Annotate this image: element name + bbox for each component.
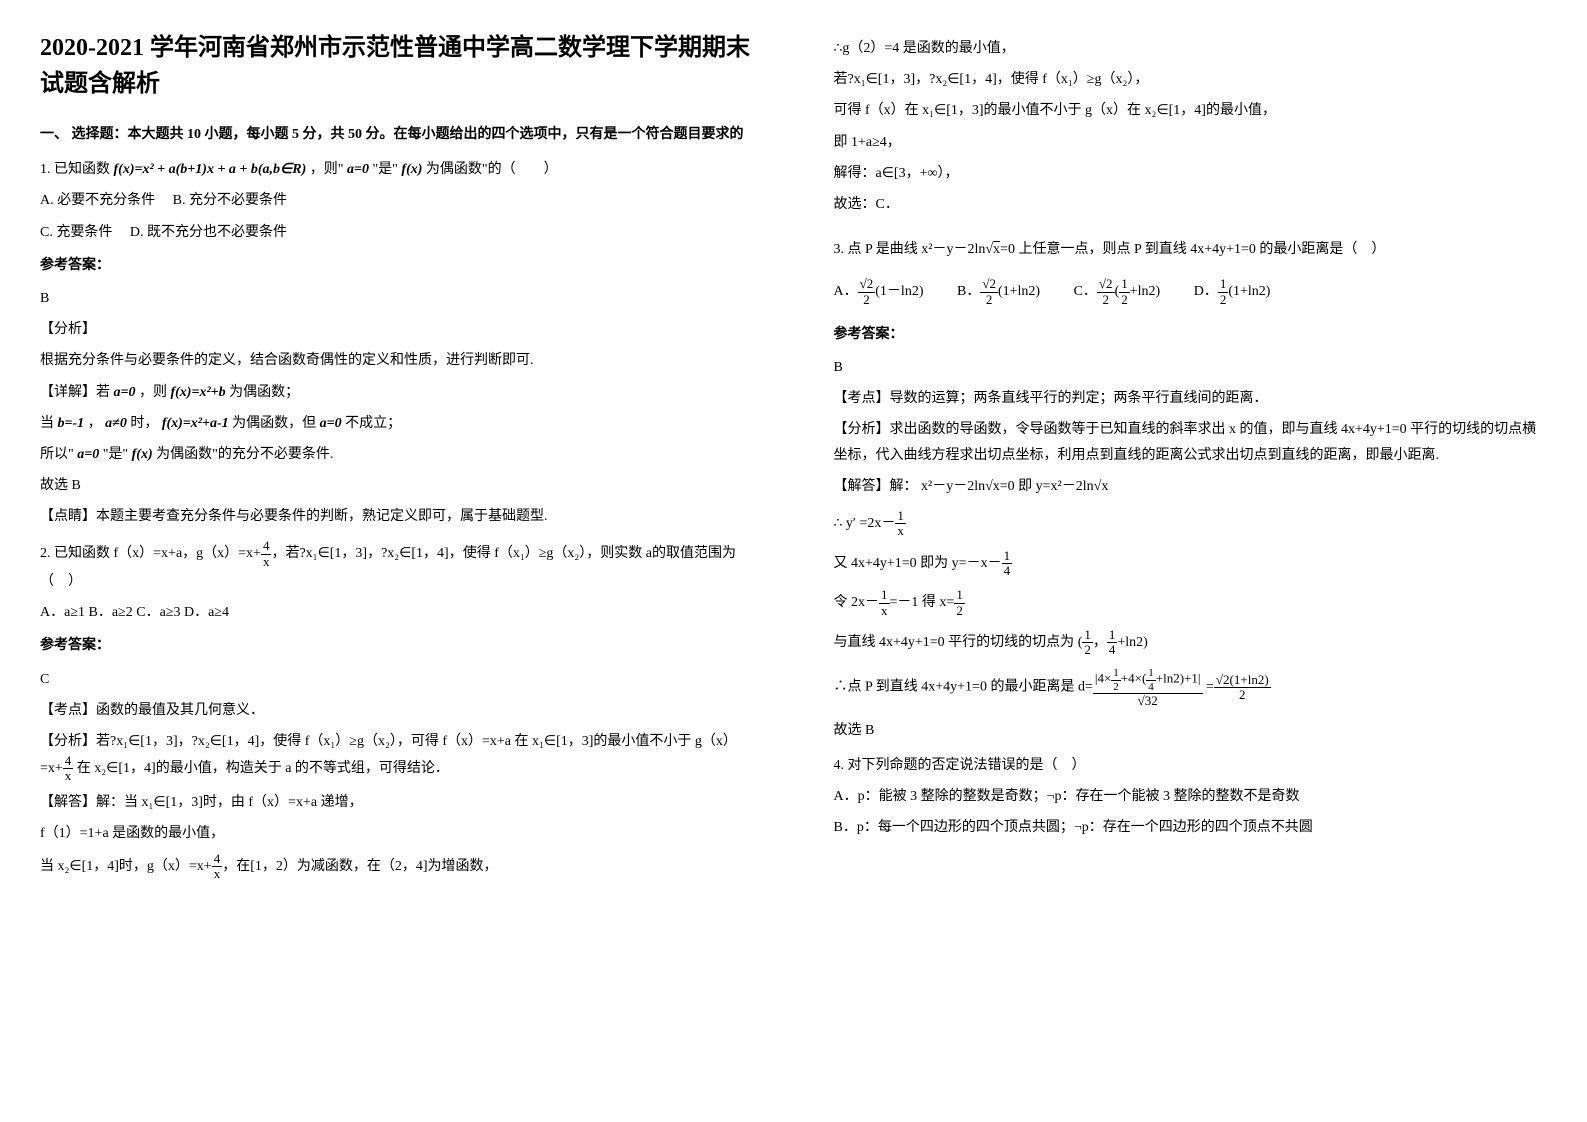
q3-point: 【考点】导数的运算；两条直线平行的判定；两条平行直线间的距离． [834,386,1548,411]
q3-solve4-get: 得 [922,595,940,610]
q3-solve5-frac2: 14 [1107,628,1118,658]
q1-optB: B. 充分不必要条件 [173,193,287,208]
q1-detail-tail: 为偶函数； [229,385,299,400]
q3-solve5-pre: 与直线 4x+4y+1=0 平行的切线的切点为 [834,635,1078,650]
q1-detail3-fx: f(x) [132,447,153,462]
q1-formula-2: f(x) [401,162,422,177]
q1-tail: 为偶函数"的（ ） [426,162,558,177]
q3-analysis: 【分析】求出函数的导函数，令导函数等于已知直线的斜率求出 x 的值，即与直线 4… [834,417,1548,467]
q4-optA: A．p：能被 3 整除的整数是奇数；¬p：存在一个能被 3 整除的整数不是奇数 [834,784,1548,809]
question-2: 2. 已知函数 f（x）=x+a，g（x）=x+4x，若?x₁∈[1，3]，?x… [40,539,754,881]
col2-line4: 即 1+a≥4， [834,130,1548,155]
q3-solve6-bigfrac: |4×12+4×(14+ln2)+1|√32 [1093,667,1203,707]
col2-line3: 可得 f（x）在 x₁∈[1，3]的最小值不小于 g（x）在 x₂∈[1，4]的… [834,98,1548,123]
q1-detail2-mid: 时， [130,416,158,431]
q1-detail-label: 【详解】若 [40,385,114,400]
q3-solve1: x²－y－2ln√x=0 即 y=x²－2ln√x [921,479,1108,494]
q3-solve3-pre: 又 4x+4y+1=0 即为 y=－x－ [834,556,1002,571]
q4-optB: B．p：每一个四边形的四个顶点共圆；¬p：存在一个四边形的四个顶点不共圆 [834,815,1548,840]
q1-stem-pre: 1. 已知函数 [40,162,114,177]
q3-stem-tail: =0 上任意一点，则点 P 到直线 4x+4y+1=0 的最小距离是（ ） [1000,242,1385,257]
q2-answer: C [40,667,754,692]
q1-conclude: 故选 B [40,473,754,498]
col2-line6: 故选：C． [834,192,1548,217]
q1-detail3-mid: "是" [103,447,128,462]
q2-frac: 4x [261,539,272,569]
q1-detail-mid: ，则 [139,385,171,400]
q1-optD: D. 既不充分也不必要条件 [130,225,287,240]
q3-solve3-frac: 14 [1002,549,1013,579]
q1-detail3-tail: 为偶函数"的充分不必要条件. [156,447,333,462]
q1-cond: a=0 [347,162,369,177]
q2-solve2-tail: ，在[1，2）为减函数，在（2，4]为增函数， [222,859,497,874]
question-4: 4. 对下列命题的否定说法错误的是（ ） A．p：能被 3 整除的整数是奇数；¬… [834,753,1548,841]
q1-answer-label: 参考答案： [40,253,754,278]
q3-solve6-d: d= [1078,680,1093,695]
q1-detail2-tail: 不成立； [345,416,401,431]
q3-optB: B．√22(1+ln2) [957,277,1040,307]
q1-mid2: "是" [372,162,397,177]
q3-solve6-pre: ∴点 P 到直线 4x+4y+1=0 的最小距离是 [834,680,1078,695]
q3-solve6-result: √2(1+ln2)2 [1214,673,1271,703]
q3-solve2-frac: 1x [895,509,906,539]
q4-stem: 4. 对下列命题的否定说法错误的是（ ） [834,753,1548,778]
document-title: 2020-2021 学年河南省郑州市示范性普通中学高二数学理下学期期末试题含解析 [40,30,754,102]
q1-detail2-a0: a=0 [320,416,342,431]
q3-solve4-frac1: 1x [879,588,890,618]
q3-solve4-frac2: 12 [954,588,965,618]
q3-solve-label: 【解答】解： [834,479,918,494]
q3-conclude: 故选 B [834,718,1548,743]
col2-line2: 若?x₁∈[1，3]，?x₂∈[1，4]，使得 f（x₁）≥g（x₂）， [834,67,1548,92]
q1-optC: C. 充要条件 [40,225,112,240]
q1-detail3-pre: 所以" [40,447,74,462]
q1-detail2-a: a≠0 [105,416,127,431]
col2-line5: 解得：a∈[3，+∞）， [834,161,1548,186]
col2-line1: ∴g（2）=4 是函数的最小值， [834,36,1548,61]
q1-detail2-fx: f(x)=x²+a-1 [162,416,229,431]
question-3: 3. 点 P 是曲线 x²－y－2ln√x=0 上任意一点，则点 P 到直线 4… [834,237,1548,743]
q1-detail-fx: f(x)=x²+b [170,385,225,400]
q2-solve2-pre: 当 x₂∈[1，4]时，g（x）=x+ [40,859,212,874]
q1-detail2-mid2: 为偶函数，但 [232,416,320,431]
q3-optD: D．12(1+ln2) [1194,277,1271,307]
q3-stem-pre: 3. 点 P 是曲线 x²－y－2ln [834,242,986,257]
q3-solve4-mid: 2x－ [851,595,879,610]
q2-options: A．a≥1 B．a≥2 C．a≥3 D．a≥4 [40,600,754,625]
q2-point: 【考点】函数的最值及其几何意义． [40,698,754,723]
q1-answer: B [40,286,754,311]
q3-optC: C．√22(12+ln2) [1074,277,1161,307]
q2-solve2-frac: 4x [212,852,223,882]
q1-analysis1: 根据充分条件与必要条件的定义，结合函数奇偶性的定义和性质，进行判断即可. [40,348,754,373]
q3-solve4-x: x= [939,595,954,610]
q2-stem-pre: 2. 已知函数 f（x）=x+a，g（x）=x+ [40,546,261,561]
q3-answer-label: 参考答案： [834,322,1548,347]
section-1-header: 一、 选择题：本大题共 10 小题，每小题 5 分，共 50 分。在每小题给出的… [40,122,754,147]
q3-sqrt-x: x [993,241,1000,257]
q1-mid1: ，则" [310,162,344,177]
q3-optA: A．√22(1－ln2) [834,277,924,307]
q1-detail3-a0: a=0 [77,447,99,462]
q1-analysis-label: 【分析】 [40,317,754,342]
q1-formula-1: f(x)=x² + a(b+1)x + a + b(a,b∈R) [114,162,307,177]
q3-solve4-pre: 令 [834,595,852,610]
question-1: 1. 已知函数 f(x)=x² + a(b+1)x + a + b(a,b∈R)… [40,157,754,529]
q2-answer-label: 参考答案： [40,633,754,658]
q1-detail2-pre: 当 [40,416,58,431]
q2-analysis-frac: 4x [63,754,74,784]
q3-solve4-eq: =－1 [890,595,919,610]
q2-analysis-tail: 在 x₂∈[1，4]的最小值，构造关于 a 的不等式组，可得结论． [73,761,449,776]
q3-solve5-frac1: 12 [1082,628,1093,658]
q3-solve2-pre: ∴ y′ =2x－ [834,516,896,531]
q2-solve-label: 【解答】解：当 x₁∈[1，3]时，由 f（x）=x+a 递增， [40,790,754,815]
q1-detail-a0: a=0 [114,385,136,400]
q1-detail2-comma: ， [88,416,102,431]
q1-optA: A. 必要不充分条件 [40,193,155,208]
q2-solve1: f（1）=1+a 是函数的最小值， [40,821,754,846]
q1-detail2-b: b=-1 [58,416,85,431]
q3-answer: B [834,355,1548,380]
q1-comment: 【点睛】本题主要考查充分条件与必要条件的判断，熟记定义即可，属于基础题型. [40,504,754,529]
